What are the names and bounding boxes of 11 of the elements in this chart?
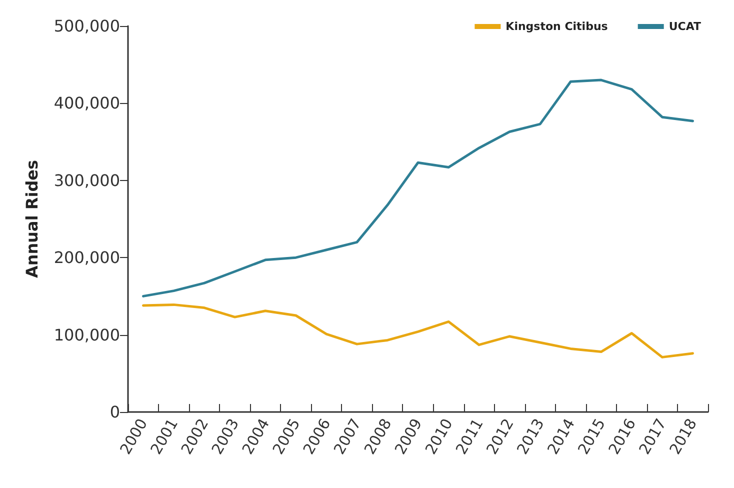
y-axis-title: Annual Rides [22,160,42,278]
line-series [142,303,694,358]
legend-label: Kingston Citibus [506,20,608,33]
y-tick-label: 500,000 [54,16,120,36]
y-tick-label: 100,000 [54,325,120,344]
line-series [142,78,694,298]
y-tick-label: 300,000 [54,170,120,190]
y-tick-label: 0 [110,402,120,422]
y-tick-label: 200,000 [54,248,120,268]
y-tick-label: 400,000 [54,94,120,113]
legend-label: UCAT [668,20,702,33]
